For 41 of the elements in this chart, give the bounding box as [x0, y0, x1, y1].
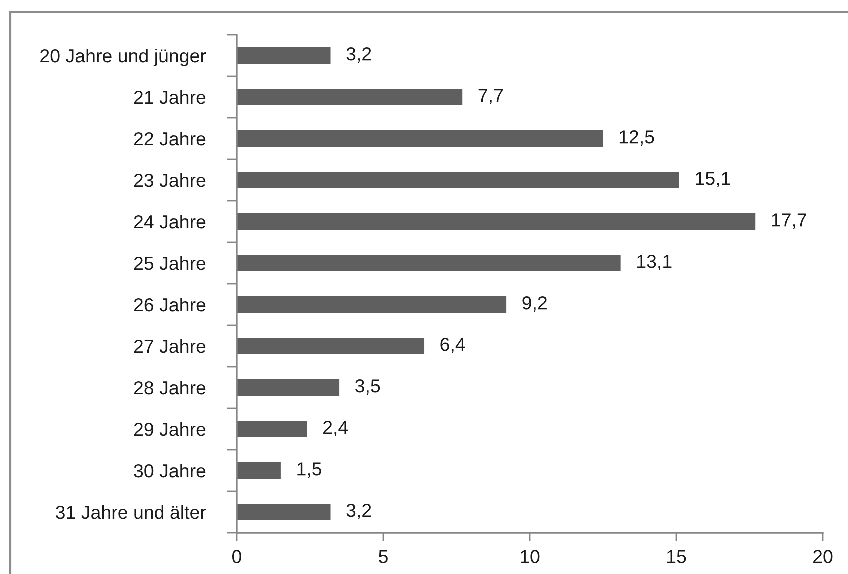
data-label: 13,1 — [638, 255, 672, 270]
x-tick-label: 10 — [521, 550, 540, 564]
y-tick-label: 31 Jahre und älter — [56, 505, 206, 520]
bar — [237, 213, 756, 230]
bar — [237, 130, 604, 148]
y-tick-label: 20 Jahre und jünger — [40, 48, 206, 66]
x-tick-label: 20 — [814, 550, 833, 564]
data-label: 1,5 — [298, 462, 322, 478]
y-tick-label: 28 Jahre — [134, 380, 206, 395]
x-tick-label: 15 — [668, 550, 686, 564]
x-tick-label: 0 — [232, 550, 242, 564]
x-tick-label: 5 — [379, 550, 388, 564]
data-label: 3,2 — [346, 48, 372, 63]
data-label: 9,2 — [522, 296, 547, 312]
y-tick-label: 25 Jahre — [134, 256, 206, 270]
data-label: 15,1 — [696, 172, 730, 188]
data-label: 12,5 — [620, 130, 654, 146]
data-label: 3,2 — [346, 504, 372, 520]
y-tick-label: 29 Jahre — [134, 422, 206, 436]
y-tick-label: 22 Jahre — [134, 132, 206, 146]
bar — [237, 338, 425, 355]
y-tick-label: 27 Jahre — [134, 339, 206, 354]
bar — [237, 172, 680, 189]
bar — [237, 504, 331, 521]
bar — [237, 47, 331, 64]
bar — [237, 379, 340, 396]
bar — [237, 420, 308, 438]
data-label: 6,4 — [440, 338, 466, 354]
data-label: 2,4 — [324, 421, 348, 436]
y-tick-label: 26 Jahre — [134, 298, 206, 312]
bar — [237, 254, 621, 272]
data-label: 7,7 — [478, 89, 504, 104]
bar — [237, 296, 507, 314]
bar — [237, 462, 281, 480]
y-tick-label: 23 Jahre — [134, 173, 206, 188]
y-tick-label: 24 Jahre — [134, 214, 206, 229]
data-label: 17,7 — [772, 214, 806, 229]
y-tick-label: 21 Jahre — [134, 90, 206, 104]
bar — [237, 88, 463, 106]
data-label: 3,5 — [356, 380, 380, 395]
y-tick-label: 30 Jahre — [134, 464, 206, 478]
